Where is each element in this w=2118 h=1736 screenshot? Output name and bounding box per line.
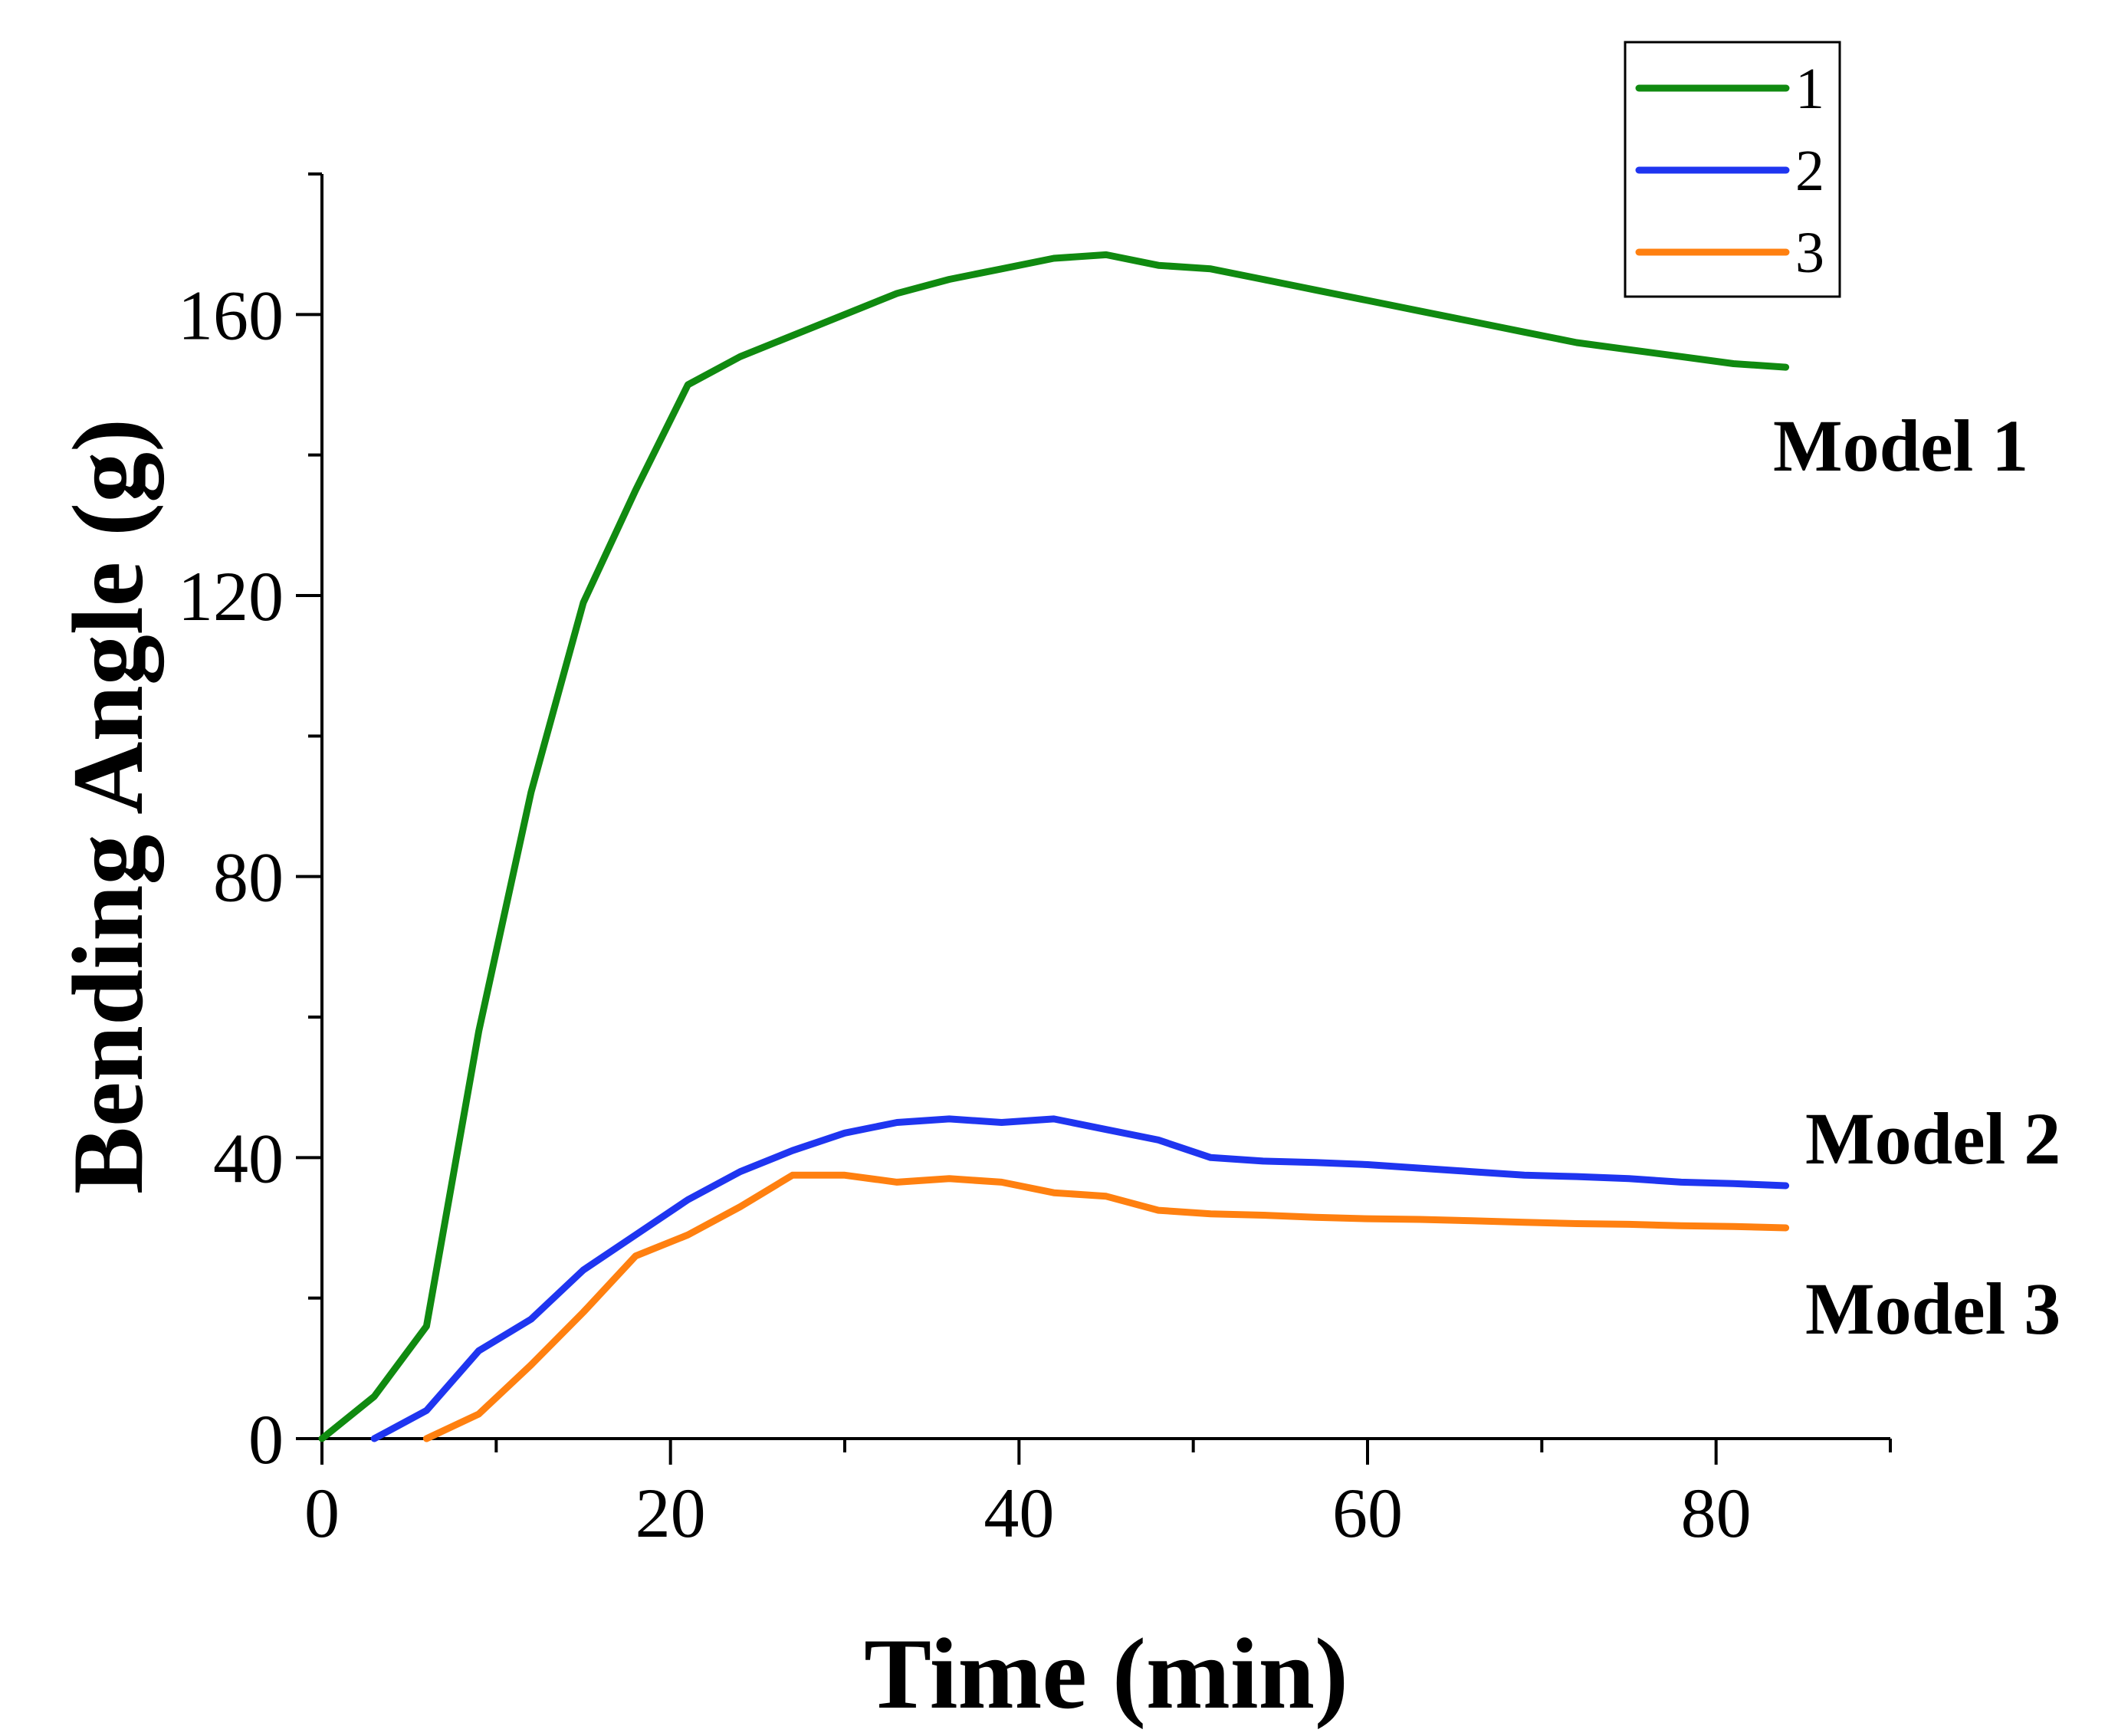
ticks: 0 20 40 60 80 0 40 80 120 160 xyxy=(178,172,1892,1552)
x-tick-label-80: 80 xyxy=(1681,1474,1752,1552)
legend-label-2: 2 xyxy=(1795,139,1824,203)
annotation-model-3: Model 3 xyxy=(1805,1268,2061,1350)
y-axis-title: Bending Angle (g) xyxy=(51,418,164,1194)
x-tick-label-0: 0 xyxy=(304,1474,340,1552)
x-tick-label-20: 20 xyxy=(635,1474,706,1552)
x-axis-title: Time (min) xyxy=(864,1617,1348,1730)
annotation-model-2: Model 2 xyxy=(1805,1098,2061,1180)
x-tick-label-60: 60 xyxy=(1332,1474,1403,1552)
legend-label-3: 3 xyxy=(1795,221,1824,285)
axes xyxy=(320,174,1890,1440)
series-group xyxy=(318,251,1790,1442)
annotation-model-1: Model 1 xyxy=(1773,405,2028,487)
series-line-1 xyxy=(318,251,1790,1442)
legend-label-1: 1 xyxy=(1795,57,1824,121)
series-line-3 xyxy=(422,1171,1790,1442)
y-tick-label-80: 80 xyxy=(213,838,284,917)
y-tick-label-40: 40 xyxy=(213,1119,284,1197)
y-tick-label-0: 0 xyxy=(248,1400,284,1478)
legend: 1 2 3 xyxy=(1624,41,1841,298)
series-line-2 xyxy=(370,1115,1790,1442)
y-tick-label-160: 160 xyxy=(178,276,284,354)
y-tick-label-120: 120 xyxy=(178,557,284,635)
x-tick-label-40: 40 xyxy=(983,1474,1054,1552)
